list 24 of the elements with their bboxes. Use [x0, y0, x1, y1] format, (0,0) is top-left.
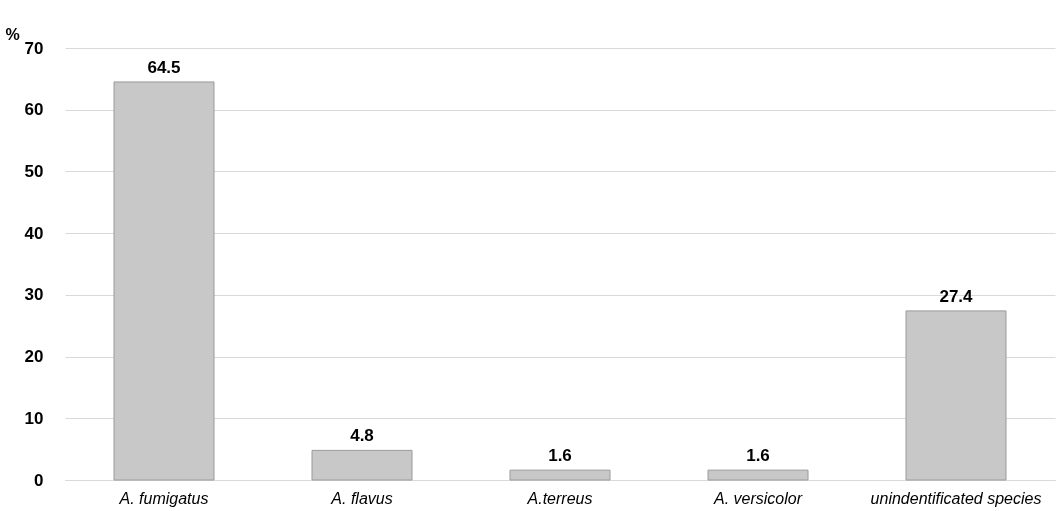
data-label: 1.6 [746, 446, 770, 466]
y-tick-label: 40 [24, 223, 44, 243]
y-tick-label: 0 [34, 470, 44, 490]
y-tick-label: 50 [24, 161, 44, 181]
x-tick-label: A.terreus [526, 489, 593, 507]
y-tick-label: 60 [24, 100, 44, 120]
y-tick-label: 70 [24, 38, 44, 58]
bar [113, 81, 215, 481]
data-label: 64.5 [147, 57, 181, 77]
x-tick-label: A. flavus [330, 489, 393, 507]
x-tick-label: A. versicolor [712, 489, 803, 507]
y-tick-label: 30 [24, 285, 44, 305]
data-label: 4.8 [350, 426, 374, 446]
bar [905, 310, 1007, 481]
y-tick-label: 20 [24, 347, 44, 367]
data-label: 1.6 [548, 446, 572, 466]
bar [707, 469, 809, 481]
bar [509, 469, 611, 481]
x-tick-label: unindentificated species [870, 489, 1042, 507]
bar [311, 449, 413, 481]
y-tick-label: 10 [24, 408, 44, 428]
y-axis-title: % [5, 25, 20, 43]
x-tick-label: A. fumigatus [118, 489, 209, 507]
data-label: 27.4 [939, 286, 974, 306]
